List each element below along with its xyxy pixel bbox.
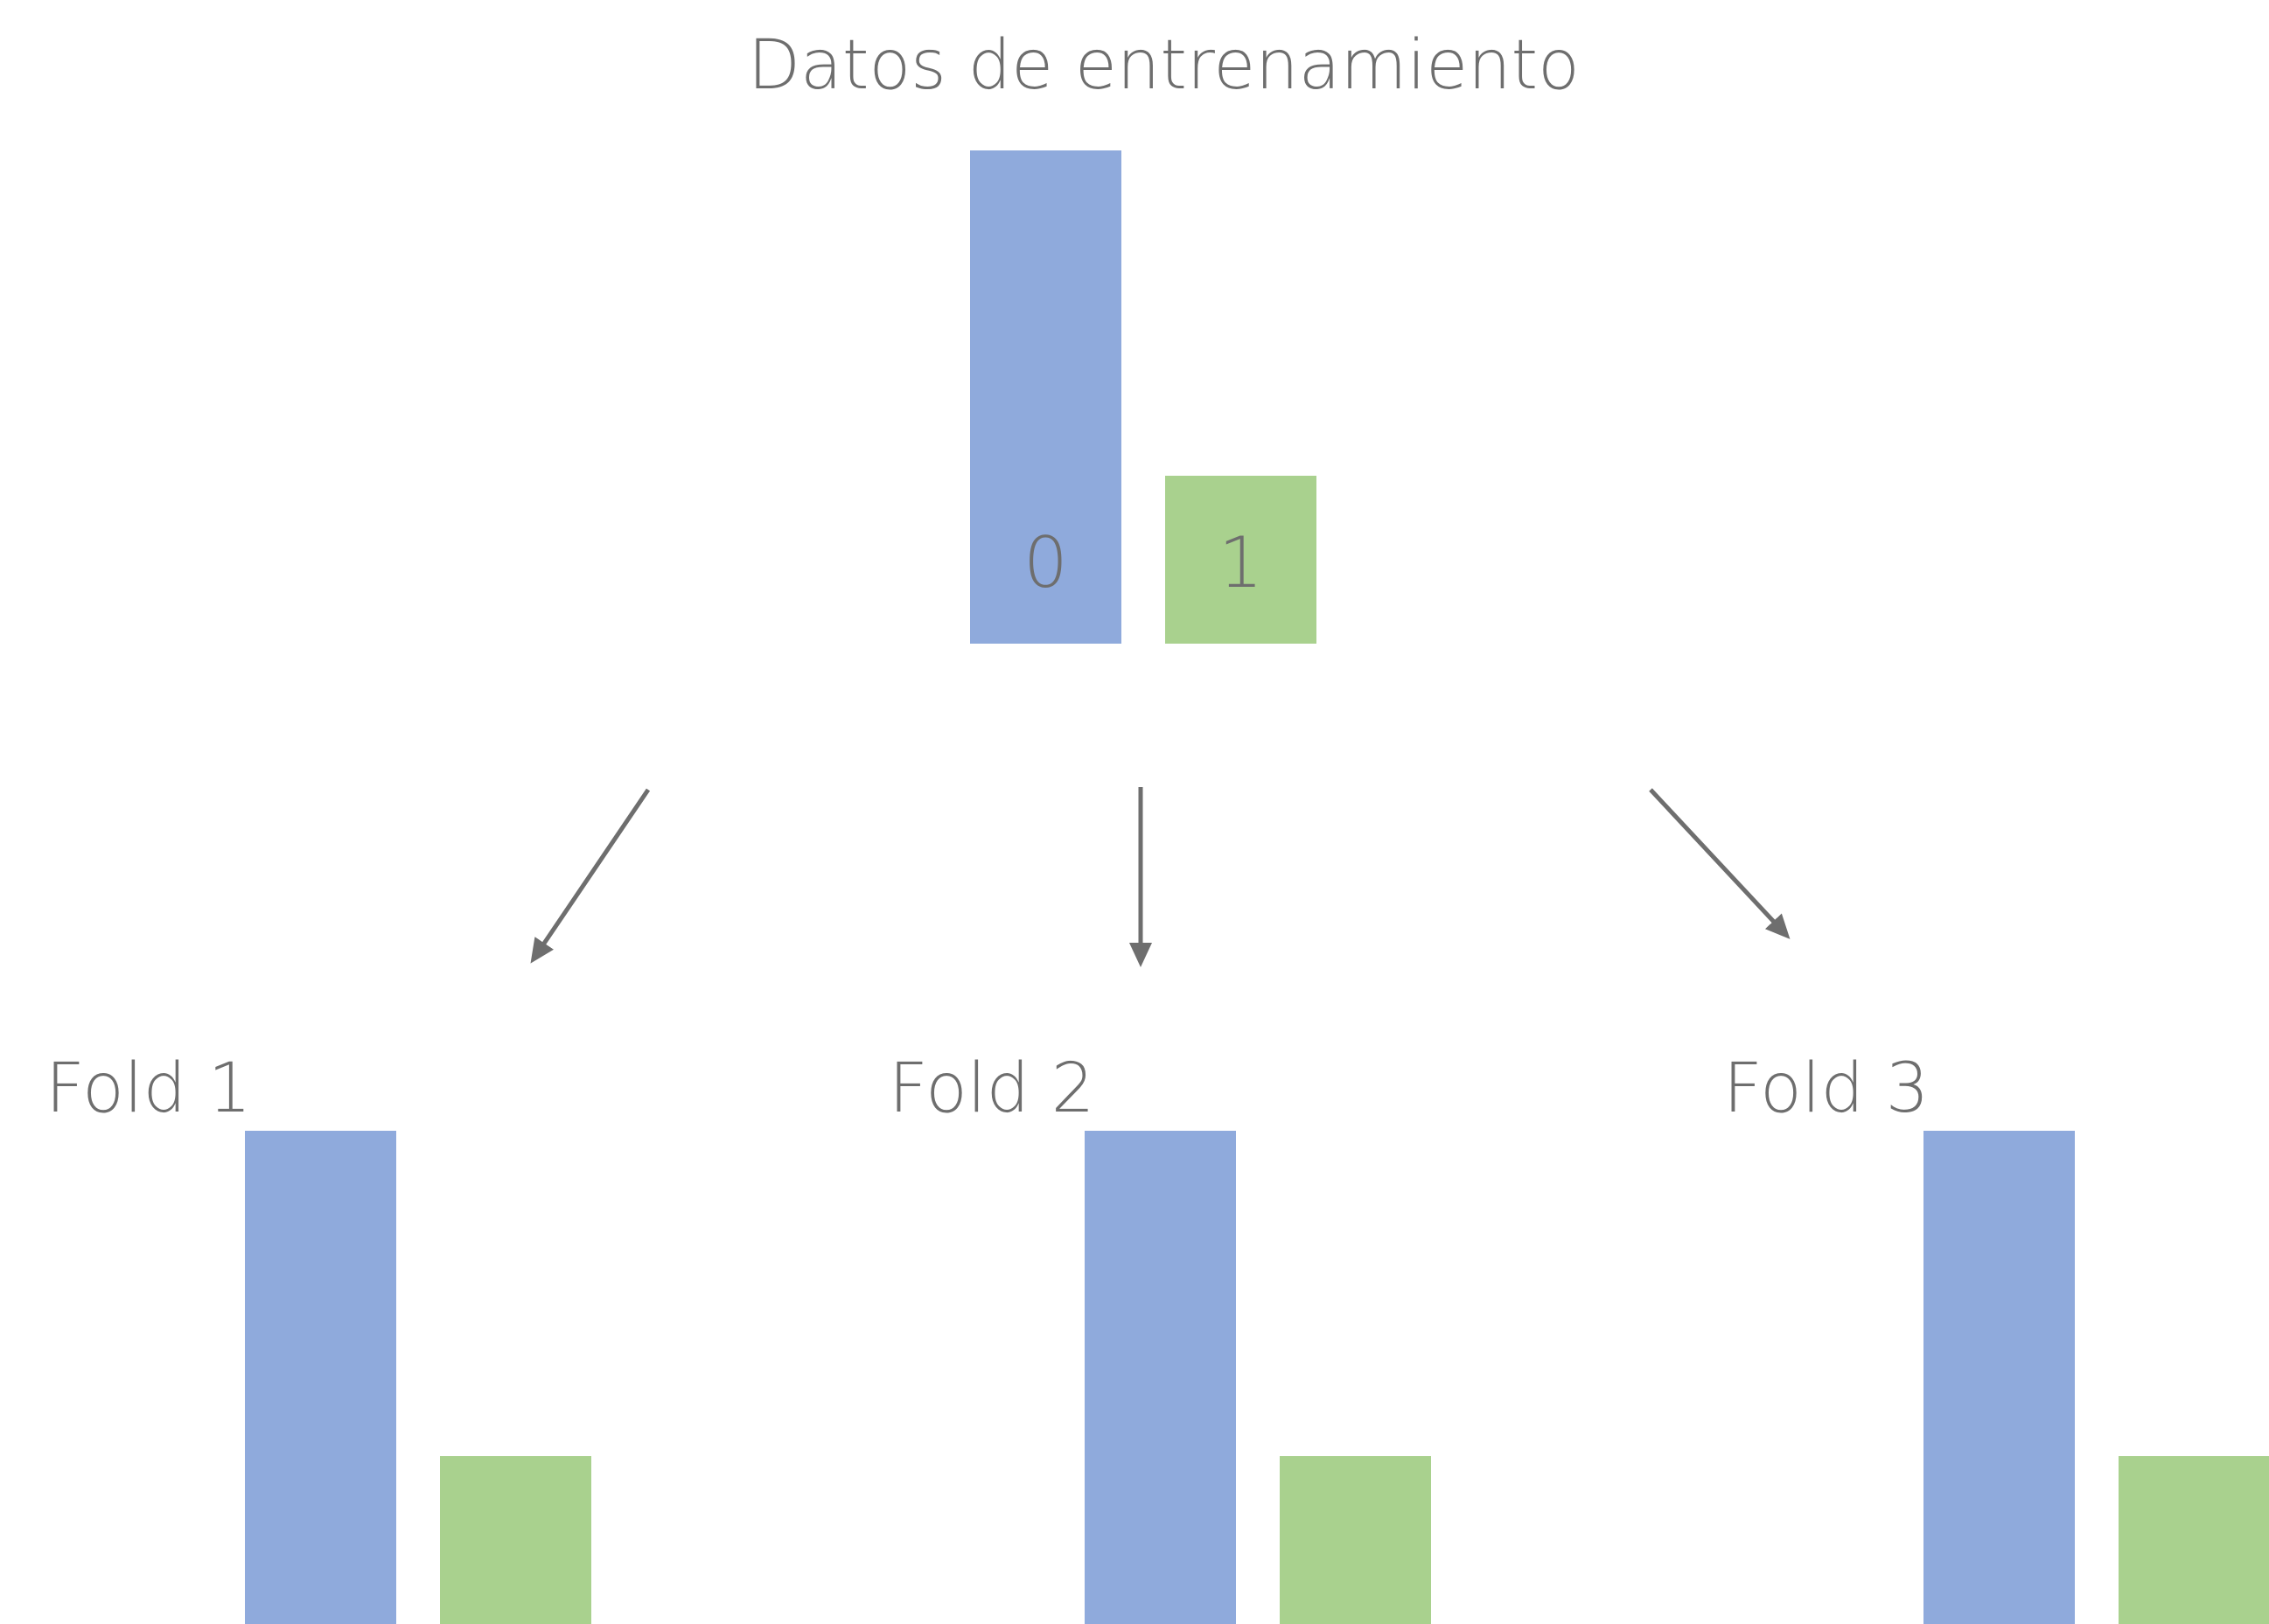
main-bar-class-0: 0 [970,150,1121,644]
main-bar-class-1: 1 [1165,476,1316,644]
fold-1-bar-class-1 [440,1456,591,1624]
fold-2-bar-class-0 [1085,1131,1236,1624]
fold-2-bar-class-1 [1280,1456,1431,1624]
fold-1-title: Fold 1 [45,1049,252,1128]
main-bar-class-0-label: 0 [1023,522,1068,603]
fold-3-bar-class-0 [1923,1131,2075,1624]
arrow-to-fold-3 [1649,788,1791,939]
fold-3-bar-class-1 [2119,1456,2269,1624]
fold-1-bar-class-0 [245,1131,396,1624]
fold-2-title: Fold 2 [889,1049,1095,1128]
main-title: Datos de entrenamiento [748,26,1580,105]
fold-3-title: Fold 3 [1723,1049,1930,1128]
main-bar-class-1-label: 1 [1218,522,1263,603]
arrow-to-fold-1 [530,788,651,964]
